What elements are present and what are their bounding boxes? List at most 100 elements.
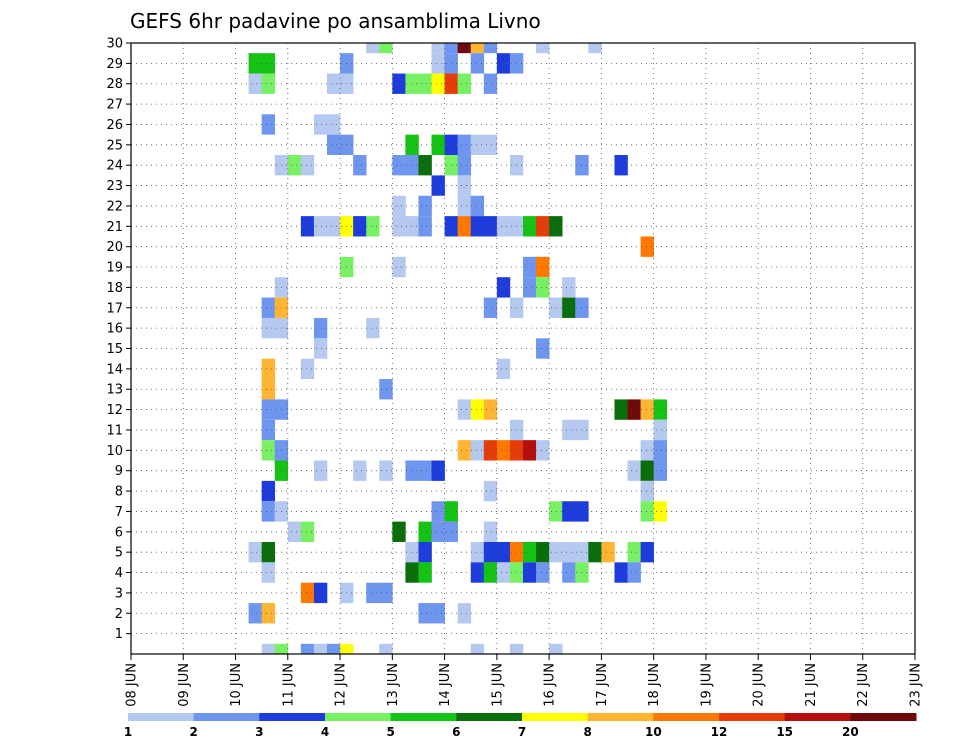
precip-cell [431,521,445,542]
cell-layer [248,43,668,654]
precip-cell [470,53,485,74]
precip-cell [287,155,302,176]
precip-cell [653,440,668,461]
precip-cell [353,155,367,176]
y-tick-label: 30 [106,37,123,52]
precip-cell [536,43,550,54]
precip-cell [470,399,485,420]
x-tick-label: 13 JUN [386,663,401,707]
precip-cell [431,603,445,624]
y-tick-label: 9 [115,464,123,479]
precip-cell [640,501,654,522]
precip-cell [392,216,406,237]
precip-cell [562,501,576,522]
precip-cell [261,358,276,380]
precip-cell [379,43,393,54]
precip-cell [549,297,563,318]
precip-cell [353,216,367,237]
precip-cell [523,256,537,278]
precip-cell [261,603,276,624]
precip-cell [470,216,485,237]
precip-cell [496,277,511,298]
x-tick-label: 21 JUN [804,663,819,707]
precip-cell [549,643,563,654]
precip-cell [431,175,445,196]
x-tick-label: 19 JUN [699,663,714,707]
precip-cell [640,541,654,563]
precip-cell [313,114,328,135]
precip-cell [392,256,406,278]
precip-cell [392,521,406,542]
precip-cell [562,541,576,563]
precip-cell [536,277,550,298]
precip-cell [444,43,458,54]
precip-cell [418,73,432,94]
precip-cell [483,43,498,54]
x-axis: 08 JUN 09 JUN 10 JUN 11 JUN 12 JUN 13 JUN 14 J… [125,654,924,707]
precip-cell [562,419,576,441]
legend-swatch [653,713,720,721]
precip-cell [457,43,472,54]
y-tick-label: 20 [106,240,123,255]
precip-cell [405,216,419,237]
precip-cell [627,541,641,563]
legend-swatch [325,713,392,721]
precip-cell [418,603,432,624]
precip-cell [392,155,406,176]
x-tick-label: 10 JUN [229,663,244,707]
legend-swatch [784,713,851,721]
precip-cell [405,460,419,481]
precip-cell [418,521,432,542]
precip-cell [457,134,472,156]
precip-cell [274,643,289,654]
y-tick-label: 24 [106,159,123,174]
precip-cell [261,541,276,563]
precip-cell [457,175,472,196]
precip-cell [470,43,485,54]
precip-cell [549,216,563,237]
legend-label: 6 [452,725,460,739]
precip-cell [640,480,654,502]
legend-label: 10 [645,725,662,739]
precip-cell [523,562,537,583]
precip-cell [327,643,341,654]
precip-cell [418,562,432,583]
legend-label: 20 [842,725,859,739]
precip-cell [562,297,576,318]
precip-cell [327,73,341,94]
legend-label: 12 [711,725,728,739]
precip-cell [313,582,328,604]
precip-cell [418,155,432,176]
precip-cell [653,419,668,441]
x-tick-label: 15 JUN [490,663,505,707]
precip-cell [562,562,576,583]
x-tick-label: 22 JUN [856,663,871,707]
precip-cell [431,460,445,481]
precip-cell [457,195,472,217]
precip-cell [523,541,537,563]
precip-cell [470,134,485,156]
x-tick-label: 09 JUN [177,663,192,707]
precip-cell [536,338,550,359]
legend-label: 8 [583,725,591,739]
precip-cell [431,53,445,74]
legend-swatch [390,713,457,721]
y-tick-label: 18 [106,281,123,296]
y-tick-label: 17 [106,301,123,316]
precip-cell [601,541,615,563]
x-tick-label: 18 JUN [647,663,662,707]
y-axis: 1234567891011121314151617181920212223242… [106,37,131,642]
y-tick-label: 22 [106,199,123,214]
x-tick-label: 12 JUN [334,663,349,707]
y-tick-label: 6 [115,525,123,540]
precip-cell [483,297,498,318]
y-tick-label: 1 [115,627,123,642]
y-tick-label: 4 [115,566,123,581]
precip-cell [523,216,537,237]
precip-cell [340,643,354,654]
color-legend: 1 2 3 4 5 6 7 8 10 12 15 20 [124,713,917,739]
precip-cell [496,53,511,74]
x-tick-label: 20 JUN [752,663,767,707]
precip-cell [653,460,668,481]
